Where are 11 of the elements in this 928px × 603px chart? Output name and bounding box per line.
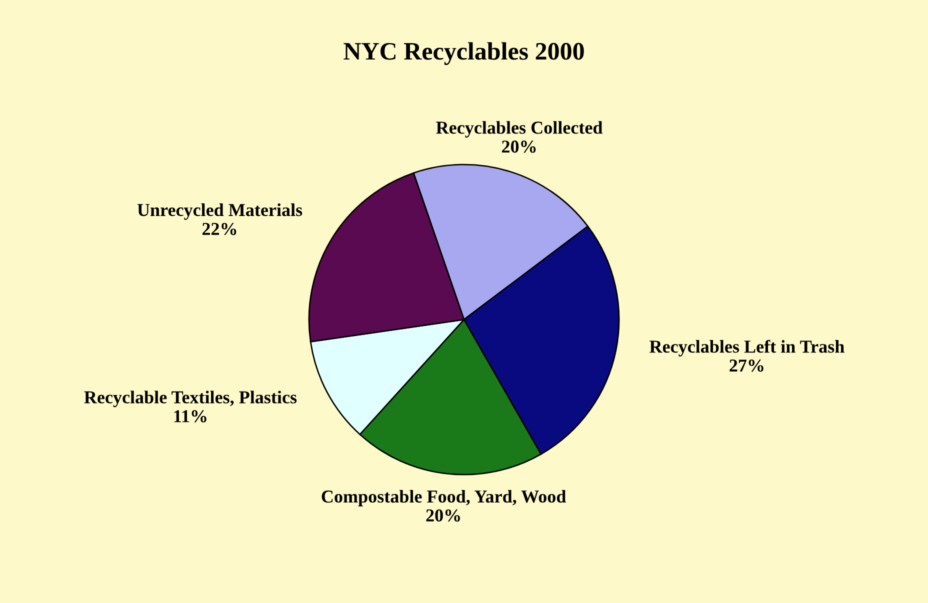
data-label: 20% [502,140,536,153]
data-label: 27% [730,360,764,372]
chart-title: NYC Recyclables 2000 [344,42,584,65]
data-label: 22% [202,222,236,236]
slice-label: Recyclable Textiles, Plastics [84,390,297,408]
slice-label: Unrecycled Materials [137,203,302,220]
data-label: 11% [174,410,206,422]
slice-label: Recyclables Left in Trash [650,340,844,356]
data-label: 20% [426,509,460,522]
slice-label: Compostable Food, Yard, Wood [322,490,566,506]
slice-label: Recyclables Collected [436,121,603,138]
